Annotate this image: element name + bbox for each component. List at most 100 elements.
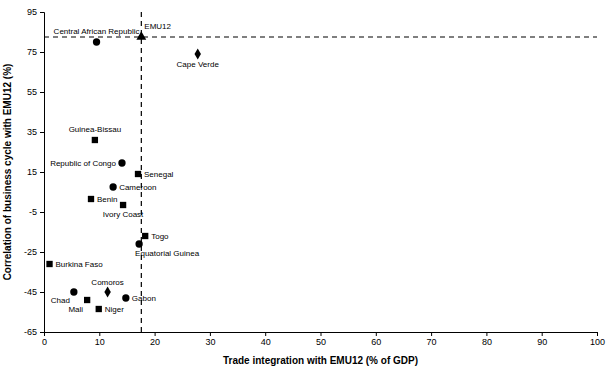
x-tick-label: 90	[537, 337, 547, 347]
y-axis: -65-45-25-51535557595	[24, 7, 45, 337]
point-label: Gabon	[132, 294, 156, 303]
point	[109, 183, 116, 190]
point	[96, 306, 102, 312]
y-tick-mark	[40, 52, 44, 53]
point-label: Senegal	[144, 170, 174, 179]
point	[93, 38, 100, 45]
point	[135, 171, 141, 177]
x-tick-label: 40	[261, 337, 271, 347]
y-tick: 55	[27, 87, 44, 97]
x-tick-mark	[486, 332, 487, 336]
x-tick: 40	[261, 332, 271, 347]
point-label: Mali	[68, 305, 83, 314]
y-tick-mark	[40, 132, 44, 133]
x-tick: 20	[150, 332, 160, 347]
y-tick-mark	[40, 172, 44, 173]
point-label: Niger	[105, 305, 124, 314]
x-tick-label: 20	[150, 337, 160, 347]
point	[195, 48, 201, 59]
point-label: Benin	[97, 195, 117, 204]
x-tick-label: 10	[95, 337, 105, 347]
x-tick-mark	[321, 332, 322, 336]
point-label: Republic of Congo	[50, 159, 116, 168]
y-tick: -25	[24, 247, 44, 257]
x-tick-label: 70	[427, 337, 437, 347]
point-label: Togo	[151, 232, 169, 241]
y-tick-mark	[40, 332, 44, 333]
x-tick-label: 30	[205, 337, 215, 347]
x-tick: 100	[590, 332, 605, 347]
y-tick-label: -25	[24, 247, 37, 257]
point	[135, 240, 142, 247]
x-tick-label: 50	[316, 337, 326, 347]
y-tick-label: -65	[24, 327, 37, 337]
y-tick-mark	[40, 212, 44, 213]
y-tick: -45	[24, 287, 44, 297]
point-label: Cape Verde	[177, 60, 220, 69]
point-label: Central African Republic	[54, 27, 140, 36]
x-tick: 30	[205, 332, 215, 347]
y-axis-title: Correlation of business cycle with EMU12…	[2, 64, 13, 281]
point	[84, 297, 90, 303]
point	[88, 196, 94, 202]
point	[70, 288, 77, 295]
y-tick-mark	[40, 12, 44, 13]
y-tick-mark	[40, 292, 44, 293]
x-tick-mark	[265, 332, 266, 336]
point-label: Burkina Faso	[56, 260, 104, 269]
x-tick-label: 0	[42, 337, 47, 347]
y-tick: 15	[27, 167, 44, 177]
point-label: Cameroon	[119, 183, 156, 192]
x-tick-mark	[99, 332, 100, 336]
point-label: EMU12	[144, 22, 171, 31]
x-tick-mark	[376, 332, 377, 336]
x-tick: 60	[371, 332, 381, 347]
x-axis-line	[45, 333, 598, 337]
y-tick: 95	[27, 7, 44, 17]
x-axis-title: Trade integration with EMU12 (% of GDP)	[223, 355, 418, 366]
marks	[44, 12, 597, 332]
x-tick: 90	[537, 332, 547, 347]
point	[104, 286, 110, 297]
y-tick-label: 75	[27, 47, 37, 57]
x-tick: 0	[42, 332, 47, 347]
point	[122, 294, 129, 301]
y-tick: 35	[27, 127, 44, 137]
point	[142, 233, 148, 239]
x-tick-mark	[542, 332, 543, 336]
x-tick-label: 80	[482, 337, 492, 347]
plot: 0102030405060708090100-65-45-25-51535557…	[24, 7, 605, 347]
x-tick-label: 60	[371, 337, 381, 347]
y-tick-label: 55	[27, 87, 37, 97]
reference-line-horizontal	[44, 36, 597, 37]
x-tick-mark	[431, 332, 432, 336]
x-tick-mark	[210, 332, 211, 336]
x-tick-label: 100	[590, 337, 605, 347]
point-labels: Central African Republic Cape Verde Guinea…	[50, 22, 219, 314]
y-axis-line	[40, 13, 45, 333]
point-label: Chad	[51, 296, 70, 305]
x-tick: 70	[427, 332, 437, 347]
point-label: Ivory Coast	[103, 210, 144, 219]
x-axis: 0 10 20 30 40 50 60 70 80 90 100	[42, 332, 605, 347]
chart: 0102030405060708090100-65-45-25-51535557…	[0, 0, 607, 370]
point	[118, 159, 125, 166]
y-tick-mark	[40, 92, 44, 93]
y-tick-mark	[40, 252, 44, 253]
x-tick: 10	[95, 332, 105, 347]
x-tick: 80	[482, 332, 492, 347]
point-label: Comoros	[91, 278, 123, 287]
y-tick-label: 95	[27, 7, 37, 17]
point	[46, 261, 52, 267]
y-tick-label: -45	[24, 287, 37, 297]
x-tick-mark	[597, 332, 598, 336]
point	[120, 202, 126, 208]
y-tick: 75	[27, 47, 44, 57]
y-tick-label: 35	[27, 127, 37, 137]
point-label: Guinea-Bissau	[69, 125, 121, 134]
point	[92, 137, 98, 143]
point-label: Equatorial Guinea	[135, 249, 200, 258]
x-tick: 50	[316, 332, 326, 347]
y-tick-label: 15	[27, 167, 37, 177]
y-tick: -65	[24, 327, 44, 337]
